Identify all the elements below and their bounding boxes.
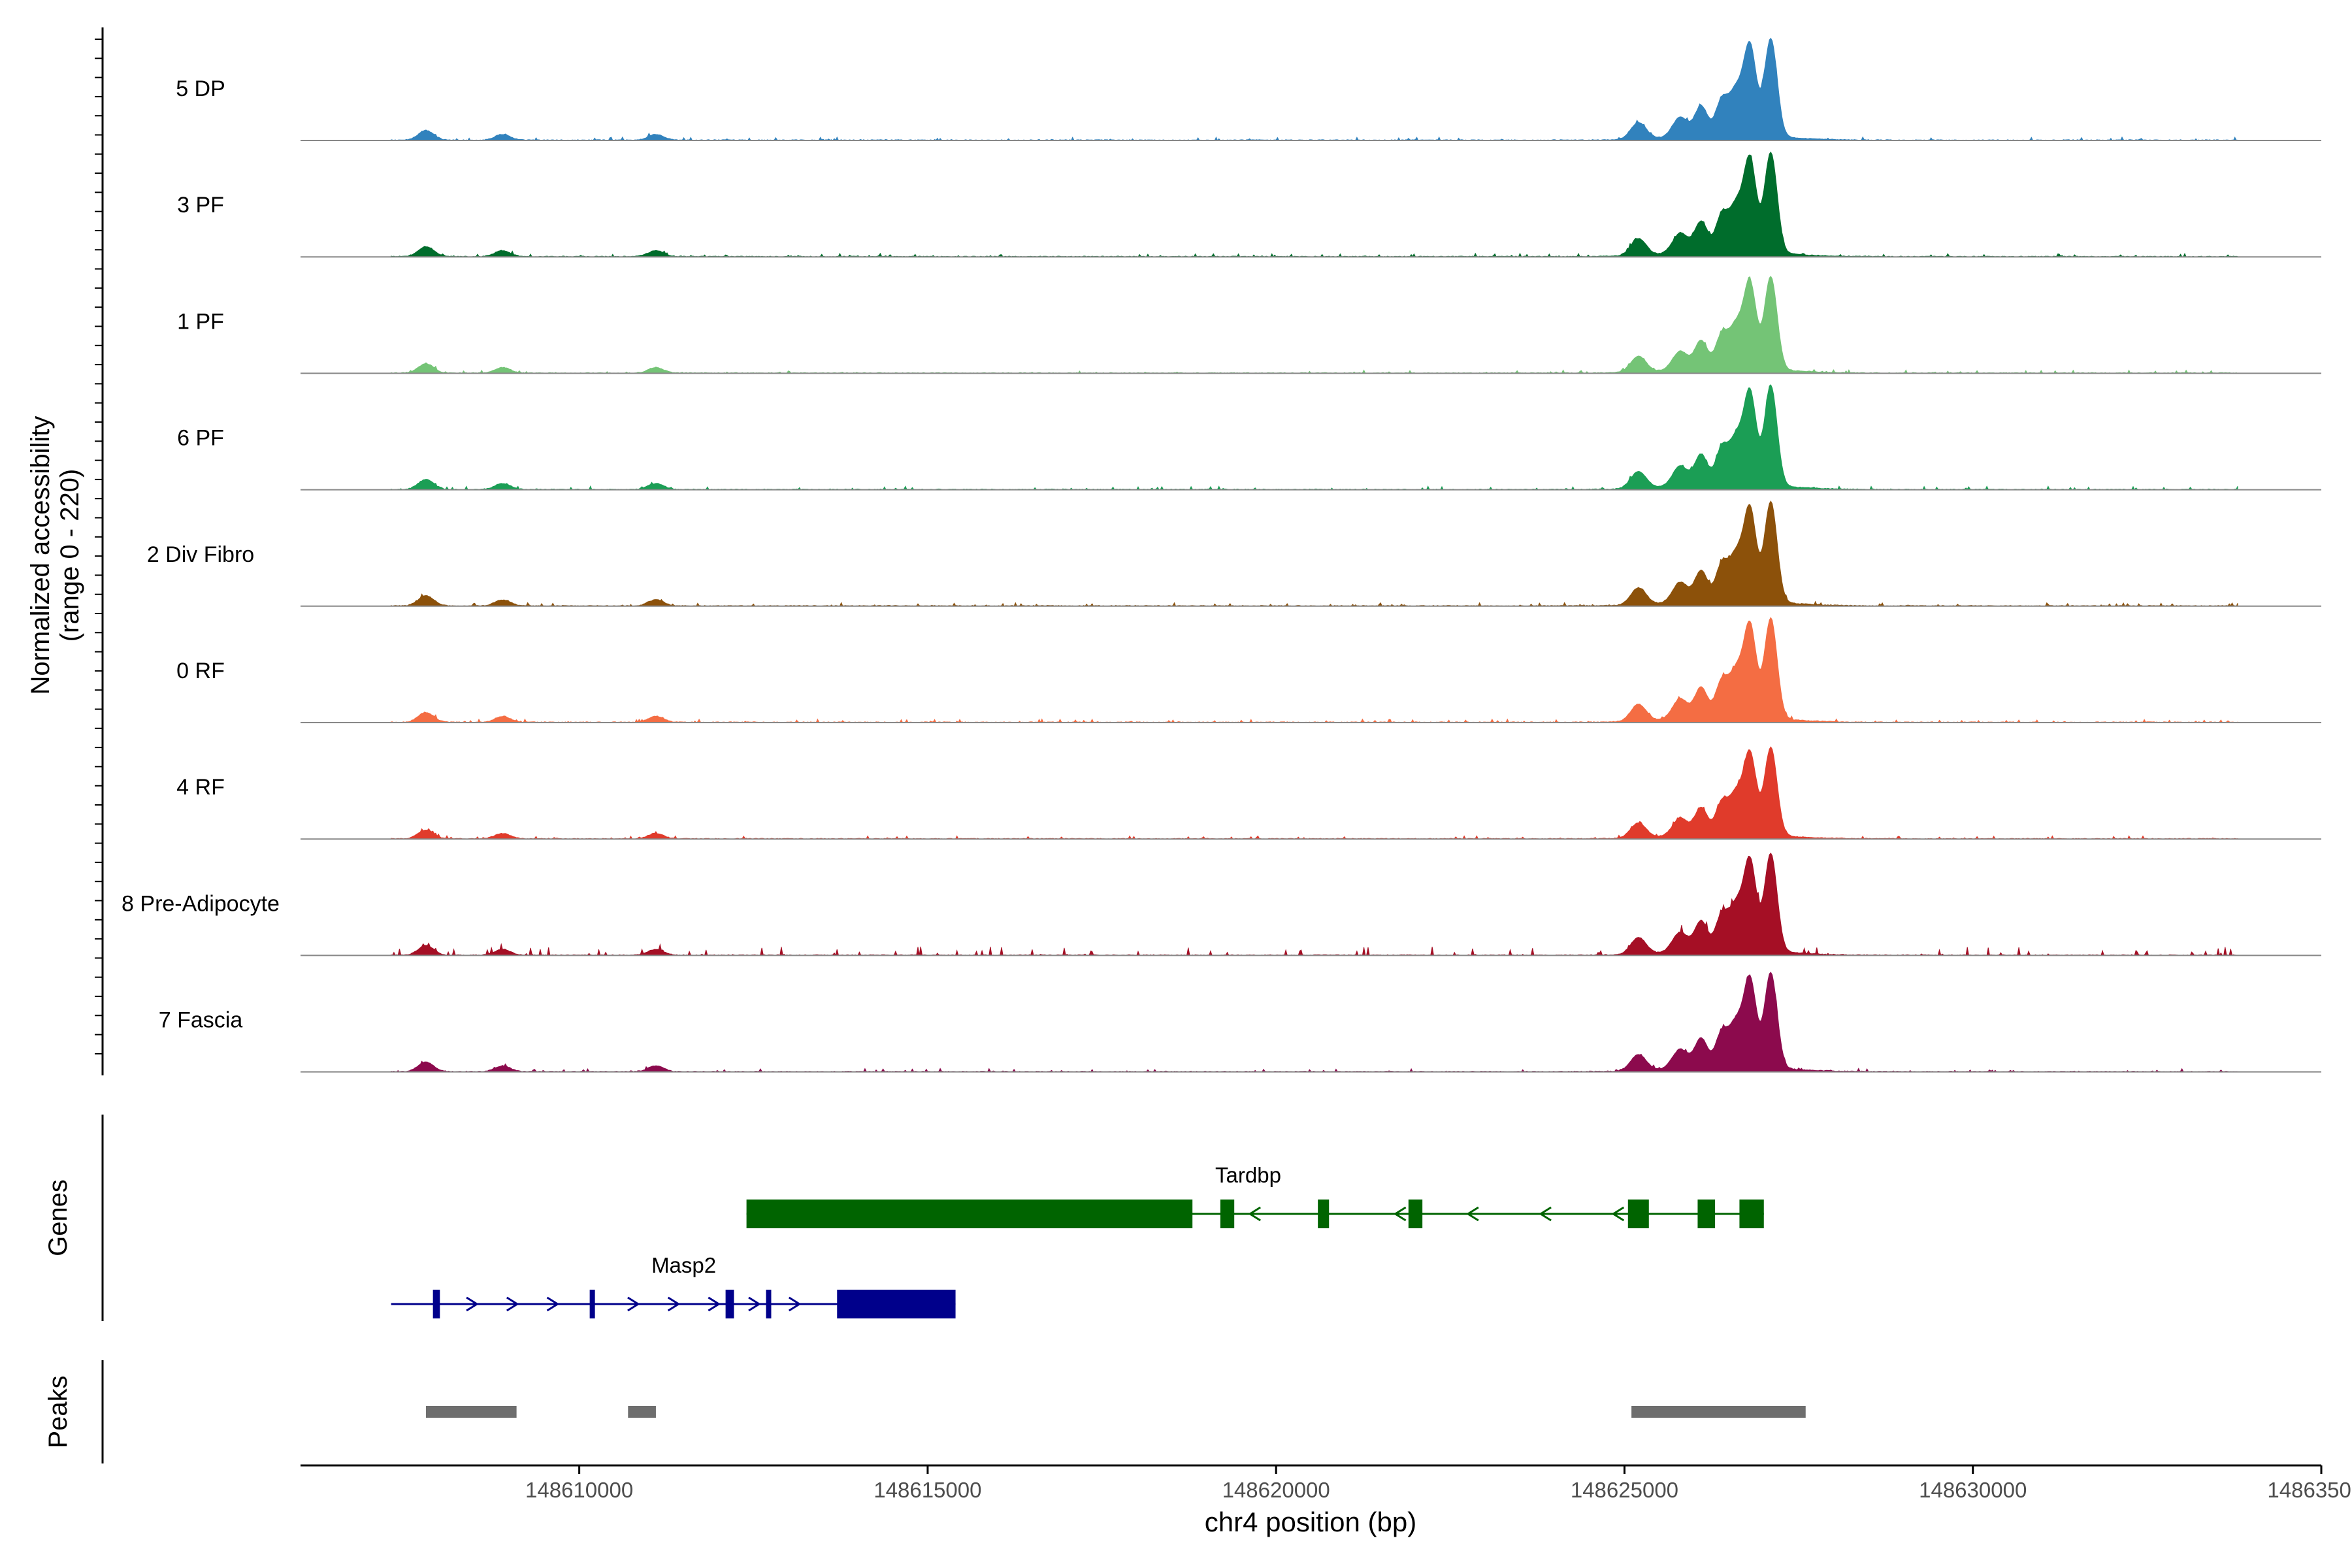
- coverage-area: [391, 853, 2238, 956]
- track-label: 8 Pre-Adipocyte: [122, 891, 280, 916]
- coverage-area: [391, 276, 2238, 374]
- track-label: 4 RF: [176, 775, 225, 800]
- peaks-label: Peaks: [44, 1375, 73, 1448]
- genes-panel: Genes Tardbp Masp2: [44, 1115, 1764, 1321]
- track-label: 7 Fascia: [159, 1008, 243, 1033]
- strand-chevron: [748, 1296, 761, 1312]
- track-label: 3 PF: [177, 193, 224, 218]
- gene-exon: [1697, 1200, 1716, 1228]
- strand-chevron: [466, 1296, 479, 1312]
- strand-chevron: [506, 1296, 519, 1312]
- gene-exon: [1627, 1200, 1649, 1228]
- strand-chevron: [1611, 1206, 1625, 1222]
- strand-chevron: [788, 1296, 802, 1312]
- peak-region: [628, 1406, 656, 1418]
- x-axis-tick-label: 148635000: [2267, 1478, 2352, 1502]
- track-label: 2 Div Fibro: [147, 542, 254, 567]
- gene-utr-block: [837, 1290, 956, 1318]
- peak-bars: [425, 1406, 1806, 1418]
- gene-exon: [1739, 1200, 1764, 1228]
- peaks-panel: Peaks: [44, 1360, 1806, 1463]
- gene-exon: [725, 1290, 734, 1318]
- track-2-div-fibro: 2 Div Fibro: [147, 500, 2321, 607]
- x-axis-title: chr4 position (bp): [1205, 1507, 1417, 1537]
- strand-chevron: [667, 1296, 681, 1312]
- strand-chevron: [627, 1296, 640, 1312]
- coverage-area: [391, 617, 2238, 723]
- x-axis-tick-label: 148620000: [1222, 1478, 1330, 1502]
- track-6-pf: 6 PF: [177, 384, 2321, 491]
- gene-exon: [1220, 1200, 1235, 1228]
- coverage-area: [391, 37, 2238, 141]
- gene-exon: [766, 1290, 772, 1318]
- track-0-rf: 0 RF: [176, 617, 2321, 723]
- gene-exon: [589, 1290, 595, 1318]
- strand-chevron: [1248, 1206, 1261, 1222]
- gene-name-label: Tardbp: [1215, 1163, 1281, 1187]
- coverage-area: [391, 972, 2238, 1073]
- peak-region: [1631, 1406, 1806, 1418]
- y-axis-label-line2: (range 0 - 220): [56, 469, 84, 642]
- track-label: 6 PF: [177, 426, 224, 451]
- gene-exon: [433, 1290, 440, 1318]
- coverage-area: [391, 384, 2238, 491]
- strand-chevron: [1539, 1206, 1552, 1222]
- track-label: 0 RF: [176, 659, 225, 683]
- peak-region: [425, 1406, 517, 1418]
- gene-utr-block: [746, 1200, 1193, 1228]
- track-label: 5 DP: [176, 76, 225, 101]
- track-5-dp: 5 DP: [176, 37, 2321, 141]
- gene-name-label: Masp2: [651, 1253, 716, 1277]
- gene-exon: [1318, 1200, 1330, 1228]
- coverage-area: [391, 746, 2238, 840]
- genes-label: Genes: [44, 1179, 73, 1256]
- coverage-area: [391, 500, 2238, 607]
- x-axis: 148610000 148615000 148620000 148625000 1486…: [301, 1464, 2352, 1537]
- x-axis-ticks: 148610000 148615000 148620000 148625000 1486…: [525, 1465, 2352, 1502]
- track-4-rf: 4 RF: [176, 746, 2321, 840]
- y-axis-label-line1: Normalized accessibility: [26, 416, 55, 695]
- x-axis-tick-label: 148615000: [874, 1478, 981, 1502]
- coverage-tracks: 5 DP 3 PF 1 PF 6 PF 2 Div Fibro 0 RF 4 RF 8 Pre…: [122, 37, 2321, 1073]
- y-axis-ticks: [95, 39, 103, 1054]
- track-3-pf: 3 PF: [177, 151, 2321, 258]
- coverage-area: [391, 151, 2238, 257]
- strand-chevron: [546, 1296, 560, 1312]
- track-1-pf: 1 PF: [177, 276, 2321, 374]
- gene-tardbp: Tardbp: [746, 1163, 1764, 1228]
- gene-models: Tardbp Masp2: [391, 1163, 1764, 1318]
- x-axis-tick-label: 148630000: [1919, 1478, 2027, 1502]
- strand-chevron: [1393, 1206, 1407, 1222]
- y-axis: Normalized accessibility (range 0 - 220): [26, 27, 104, 1075]
- gene-exon: [1408, 1200, 1423, 1228]
- x-axis-tick-label: 148610000: [525, 1478, 633, 1502]
- track-8-pre-adipocyte: 8 Pre-Adipocyte: [122, 853, 2321, 956]
- track-7-fascia: 7 Fascia: [159, 972, 2321, 1073]
- track-label: 1 PF: [177, 309, 224, 334]
- gene-masp2: Masp2: [391, 1253, 956, 1318]
- strand-chevron: [708, 1296, 721, 1312]
- strand-chevron: [1466, 1206, 1479, 1222]
- x-axis-tick-label: 148625000: [1571, 1478, 1678, 1502]
